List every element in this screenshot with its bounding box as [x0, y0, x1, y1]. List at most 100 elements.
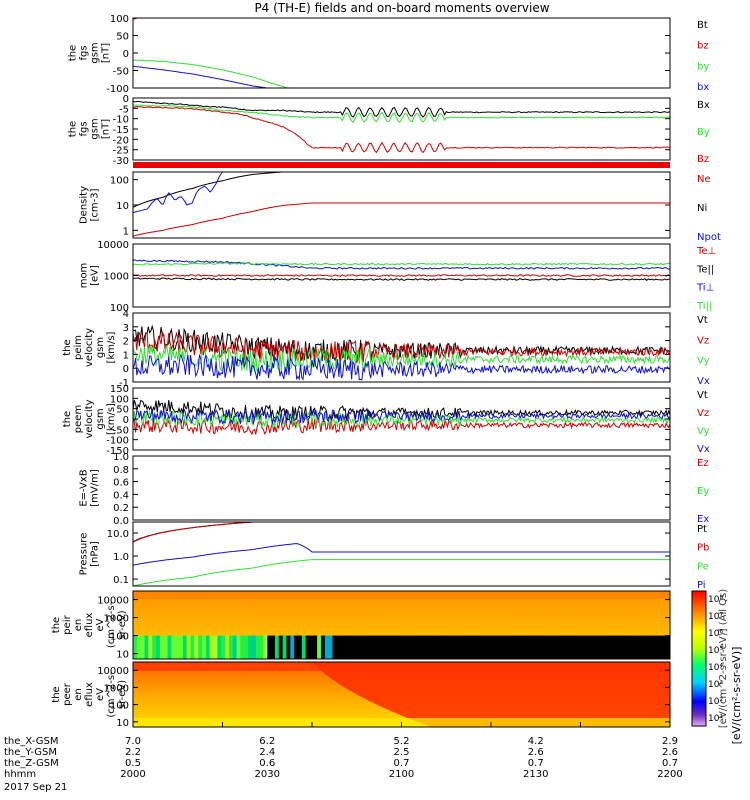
heatmap-cell [179, 635, 184, 659]
y-tick-label: 1000 [104, 683, 129, 694]
x-row-label: the_X-GSM [4, 736, 58, 747]
heatmap-cell [309, 635, 314, 659]
y-axis-label-line: [cm-3] [90, 188, 101, 221]
y-axis-label-line: E=-VxB [79, 469, 90, 506]
x-row-label: the_Z-GSM [4, 758, 59, 769]
heatmap-cell [508, 635, 514, 659]
heatmap-cell [386, 635, 391, 659]
legend-label: Vy [697, 426, 710, 437]
heatmap-cell [397, 635, 402, 659]
heatmap-cell [355, 635, 360, 659]
legend-label: Vz [697, 408, 709, 419]
panel-10: 10000100010010thepeerenefluxeV(cm^2-s-sr… [51, 661, 671, 729]
y-tick-label: 0.4 [113, 490, 129, 501]
legend-label: Ey [697, 486, 709, 497]
y-axis-label-line: [nT] [101, 43, 112, 63]
heatmap-cell [635, 635, 640, 659]
heatmap-cell [478, 635, 483, 659]
series-line-ne [132, 202, 670, 237]
heatmap-cell [574, 635, 579, 659]
y-tick-label: 4 [123, 309, 129, 320]
y-tick-label: 100 [110, 701, 129, 712]
y-axis-label-line: eflux [84, 682, 95, 707]
legend-label: Ni [697, 203, 707, 214]
legend-label: By [697, 127, 710, 138]
y-axis-label-line: peir [62, 614, 73, 634]
y-axis-label-line: velocity [84, 399, 95, 438]
y-tick-label: -25 [113, 146, 129, 157]
y-tick-label: -10 [113, 115, 129, 126]
y-axis-label-line: [km/s] [106, 403, 117, 435]
series-line-te⊥ [132, 274, 671, 277]
heatmap-cell [658, 635, 663, 659]
heatmap-cell [366, 635, 372, 659]
y-axis-label-line: peem [73, 405, 84, 433]
series-line-by [132, 104, 671, 124]
heatmap-cell [428, 635, 433, 659]
heatmap-cell [274, 635, 280, 659]
heatmap-cell [363, 635, 368, 659]
y-tick-label: 1 [123, 226, 129, 237]
y-tick-label: 1.0 [113, 552, 129, 563]
y-axis-label-line: sr-eV) [117, 610, 128, 639]
flag-bar [133, 162, 670, 168]
legend-label: by [697, 61, 709, 72]
heatmap-cell [589, 635, 594, 659]
legend-label: Ez [697, 458, 709, 469]
heatmap-cell [133, 635, 138, 659]
heatmap-cell [566, 635, 571, 659]
heatmap-cell [343, 635, 349, 659]
heatmap-cell [650, 635, 656, 659]
heatmap-cell [263, 635, 268, 659]
heatmap-cell [470, 635, 475, 659]
heatmap-cell [205, 635, 211, 659]
legend-label: Vz [697, 335, 709, 346]
y-axis-label: thepeimvelocitygsm[km/s] [62, 328, 117, 367]
x-tick-label: 0.7 [528, 758, 544, 769]
heatmap-cell [389, 635, 395, 659]
heatmap-cell [535, 635, 541, 659]
heatmap-cell [405, 635, 410, 659]
heatmap-cell [455, 635, 460, 659]
panel-frame [132, 171, 671, 239]
y-tick-label: 100 [110, 14, 129, 25]
heatmap-cell [251, 635, 257, 659]
panel-frame [132, 312, 671, 383]
heatmap-cell [443, 635, 449, 659]
heatmap-cell [528, 635, 533, 659]
x-tick-label: 2000 [120, 769, 145, 780]
heatmap-cell [631, 635, 636, 659]
series-line-npot [132, 171, 670, 214]
heatmap-cell [297, 635, 303, 659]
series-line-bz [132, 105, 671, 154]
heatmap-cell [505, 635, 510, 659]
y-tick-label: 0.0 [113, 516, 129, 527]
heatmap-cell [217, 635, 222, 659]
y-axis-label-line: the [51, 617, 62, 633]
heatmap-cell [612, 635, 617, 659]
panel-frame [132, 521, 671, 587]
heatmap-cell [459, 635, 464, 659]
series-line-bx [132, 100, 671, 118]
heatmap-cell [290, 635, 295, 659]
heatmap-cell [646, 635, 652, 659]
x-tick-label: 6.2 [259, 736, 275, 747]
heatmap-cell [409, 635, 414, 659]
heatmap-cell [524, 635, 529, 659]
heatmap-cell [485, 635, 491, 659]
heatmap-cell [501, 635, 506, 659]
heatmap-cell [221, 635, 226, 659]
y-tick-label: -30 [113, 156, 129, 167]
x-tick-label: 2.6 [662, 747, 678, 758]
heatmap-cell [209, 635, 215, 659]
heatmap-cell [374, 635, 379, 659]
y-axis-label-line: the [62, 411, 73, 427]
heatmap-cell [547, 635, 552, 659]
y-tick-label: 100 [110, 632, 129, 643]
heatmap-cell [148, 635, 153, 659]
x-row-label: the_Y-GSM [4, 747, 57, 758]
y-tick-label: 0 [123, 94, 129, 105]
heatmap-cell [620, 635, 625, 659]
panel-frame [132, 590, 671, 660]
